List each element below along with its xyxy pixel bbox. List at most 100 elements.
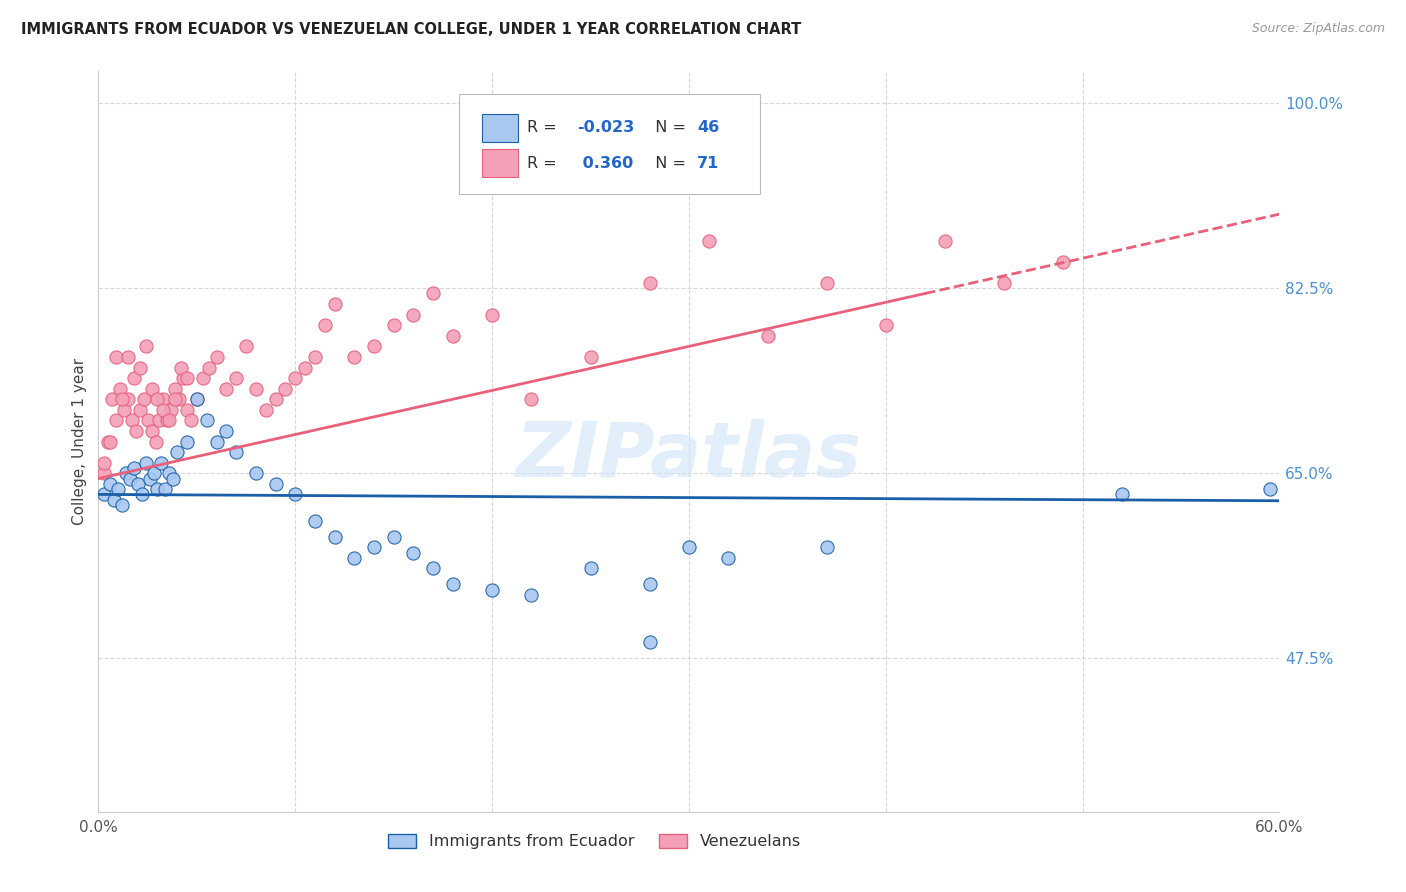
Point bbox=[127, 476, 149, 491]
Point bbox=[107, 482, 129, 496]
Point bbox=[756, 328, 779, 343]
Point bbox=[678, 541, 700, 555]
Point bbox=[294, 360, 316, 375]
Point bbox=[128, 360, 150, 375]
Point bbox=[93, 456, 115, 470]
Point bbox=[141, 382, 163, 396]
Point bbox=[152, 392, 174, 407]
Point bbox=[304, 514, 326, 528]
Point bbox=[186, 392, 208, 407]
Text: -0.023: -0.023 bbox=[576, 120, 634, 135]
Point bbox=[815, 541, 838, 555]
Point bbox=[304, 350, 326, 364]
Point bbox=[186, 392, 208, 407]
Point bbox=[638, 577, 661, 591]
Point bbox=[172, 371, 194, 385]
Text: N =: N = bbox=[645, 120, 692, 135]
Point bbox=[93, 487, 115, 501]
Point bbox=[150, 456, 173, 470]
Point bbox=[323, 297, 346, 311]
Point bbox=[112, 402, 135, 417]
Point bbox=[98, 434, 121, 449]
Point bbox=[481, 308, 503, 322]
Point bbox=[146, 482, 169, 496]
Point bbox=[520, 588, 543, 602]
Point bbox=[111, 392, 134, 407]
Point bbox=[122, 461, 145, 475]
Point bbox=[167, 392, 190, 407]
Legend: Immigrants from Ecuador, Venezuelans: Immigrants from Ecuador, Venezuelans bbox=[381, 827, 807, 855]
Text: 46: 46 bbox=[697, 120, 720, 135]
Point bbox=[132, 392, 155, 407]
Point bbox=[197, 360, 219, 375]
Y-axis label: College, Under 1 year: College, Under 1 year bbox=[72, 358, 87, 525]
Point bbox=[422, 286, 444, 301]
Point bbox=[215, 382, 238, 396]
Point bbox=[579, 561, 602, 575]
FancyBboxPatch shape bbox=[458, 94, 759, 194]
Point bbox=[195, 413, 218, 427]
Point bbox=[118, 472, 141, 486]
Point bbox=[115, 467, 138, 481]
Point bbox=[441, 577, 464, 591]
Point bbox=[264, 392, 287, 407]
Point bbox=[382, 530, 405, 544]
Point bbox=[314, 318, 336, 333]
Text: Source: ZipAtlas.com: Source: ZipAtlas.com bbox=[1251, 22, 1385, 36]
Point bbox=[152, 402, 174, 417]
Point bbox=[142, 467, 165, 481]
Point bbox=[136, 413, 159, 427]
Point bbox=[176, 371, 198, 385]
Text: N =: N = bbox=[645, 156, 692, 170]
Point bbox=[97, 434, 120, 449]
Point bbox=[117, 392, 139, 407]
Point bbox=[101, 392, 124, 407]
Point bbox=[131, 487, 153, 501]
Point bbox=[402, 546, 425, 560]
Point bbox=[1258, 482, 1281, 496]
Point bbox=[156, 413, 179, 427]
Point bbox=[441, 328, 464, 343]
Point bbox=[245, 382, 267, 396]
Point bbox=[697, 234, 720, 248]
Point bbox=[125, 424, 148, 438]
Point bbox=[934, 234, 956, 248]
Point bbox=[382, 318, 405, 333]
Point bbox=[205, 350, 228, 364]
Point bbox=[225, 445, 247, 459]
Point bbox=[160, 402, 183, 417]
Bar bbox=[482, 113, 517, 142]
Point bbox=[121, 413, 143, 427]
Point bbox=[264, 476, 287, 491]
Point bbox=[103, 492, 125, 507]
Point bbox=[323, 530, 346, 544]
Point bbox=[235, 339, 257, 353]
Point bbox=[176, 402, 198, 417]
Point bbox=[717, 550, 740, 565]
Point bbox=[98, 476, 121, 491]
Point bbox=[117, 350, 139, 364]
Point bbox=[422, 561, 444, 575]
Point bbox=[284, 371, 307, 385]
Point bbox=[166, 445, 188, 459]
Text: IMMIGRANTS FROM ECUADOR VS VENEZUELAN COLLEGE, UNDER 1 YEAR CORRELATION CHART: IMMIGRANTS FROM ECUADOR VS VENEZUELAN CO… bbox=[21, 22, 801, 37]
Point bbox=[162, 472, 184, 486]
Point bbox=[135, 456, 157, 470]
Point bbox=[111, 498, 134, 512]
Point bbox=[638, 635, 661, 649]
Point bbox=[155, 482, 177, 496]
Point bbox=[815, 276, 838, 290]
Point bbox=[520, 392, 543, 407]
Point bbox=[108, 382, 131, 396]
Text: R =: R = bbox=[527, 120, 562, 135]
Point bbox=[141, 424, 163, 438]
Point bbox=[363, 339, 385, 353]
Point bbox=[875, 318, 897, 333]
Point bbox=[343, 350, 366, 364]
Point bbox=[579, 350, 602, 364]
Point bbox=[363, 541, 385, 555]
Point bbox=[165, 392, 187, 407]
Text: 71: 71 bbox=[697, 156, 720, 170]
Point bbox=[157, 467, 180, 481]
Point bbox=[146, 392, 169, 407]
